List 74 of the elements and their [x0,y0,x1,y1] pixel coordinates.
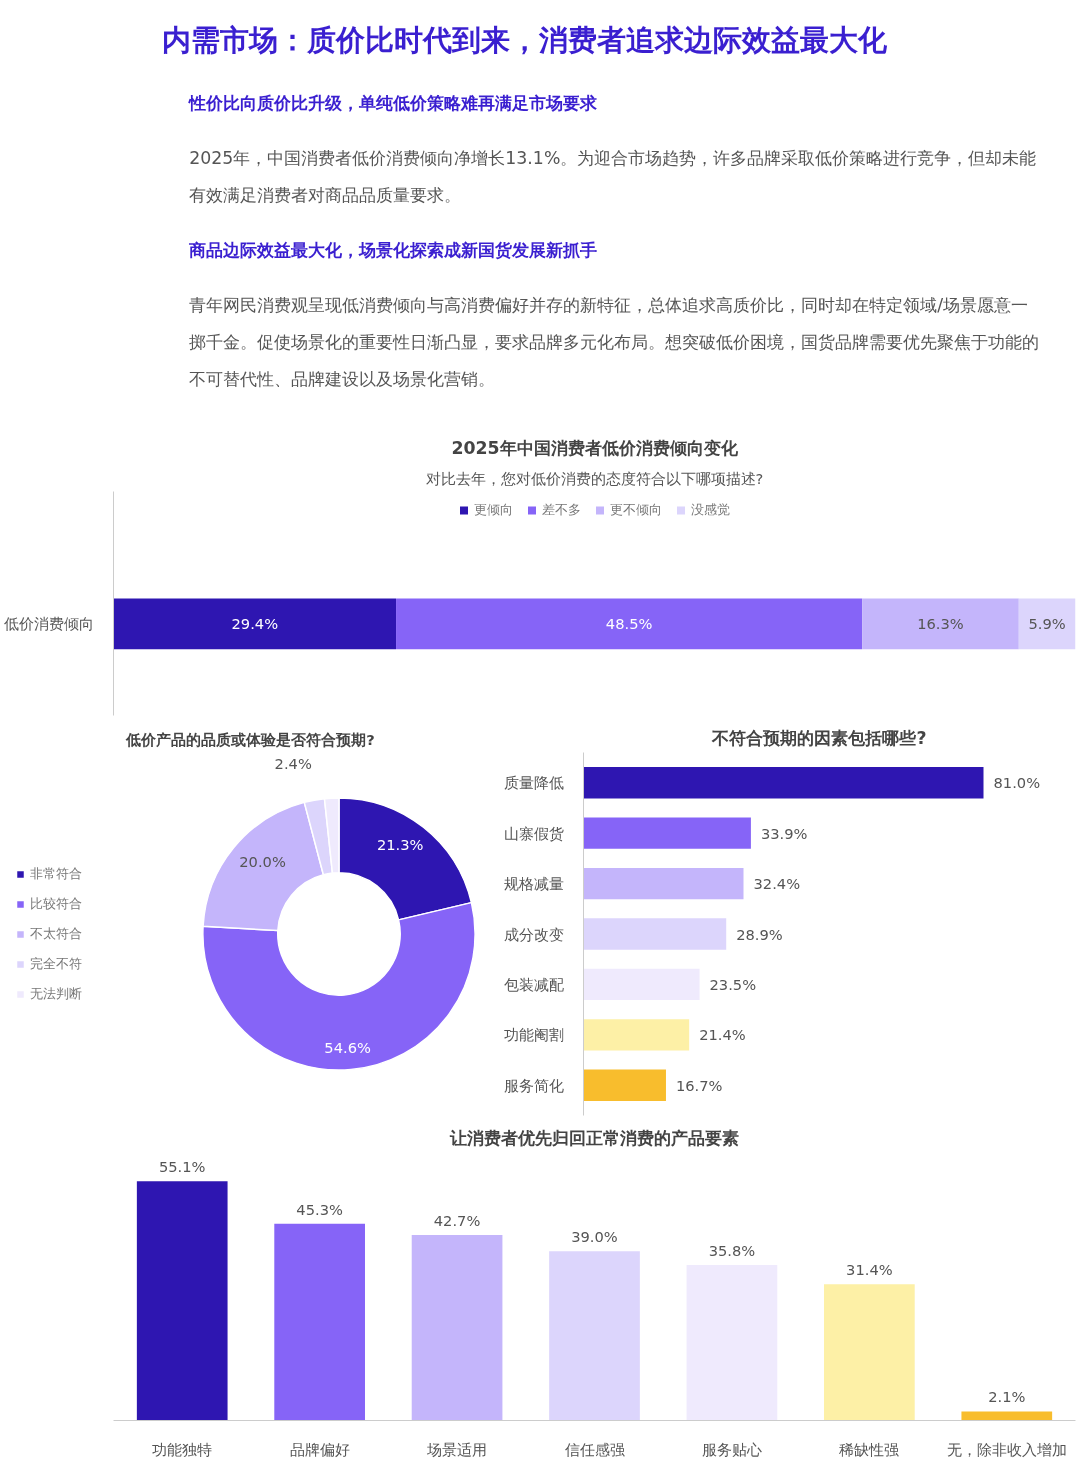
x-tick-label: 信任感强 [564,1440,625,1458]
data-label: 54.6% [324,1039,371,1057]
y-tick-label: 山寨假货 [503,824,564,842]
bar [274,1223,365,1421]
x-tick-label: 场景适用 [426,1440,488,1458]
bar [396,598,863,650]
data-label: 28.9% [736,925,783,943]
bar [583,918,727,950]
y-tick-label: 功能阉割 [503,1026,564,1044]
bar [113,598,397,650]
data-label: 33.9% [760,824,808,842]
legend-label: 非常符合 [30,864,82,883]
bar [583,1069,666,1101]
legend-label: 更倾向 [473,501,513,519]
bar [583,817,751,849]
data-label: 35.8% [708,1242,756,1260]
chart-title: 2025年中国消费者低价消费倾向变化 [451,437,739,458]
x-tick-label: 无，除非收入增加 [946,1440,1067,1458]
data-label: 16.3% [917,615,964,633]
bar [862,598,1019,650]
legend-label: 无法判断 [30,984,82,1003]
legend-label: 没感觉 [690,501,730,519]
data-label: 39.0% [571,1228,618,1246]
bar [583,1019,690,1051]
y-tick-label: 规格减量 [503,875,564,893]
y-tick-label: 包装减配 [503,975,564,993]
data-label: 2.1% [988,1388,1026,1406]
bar [686,1265,778,1421]
bar [583,867,744,900]
data-label: 21.3% [376,835,424,853]
data-label: 42.7% [433,1212,481,1230]
data-label: 81.0% [993,774,1041,792]
data-label: 5.9% [1028,615,1066,633]
text: 青年网民消费观呈现低消费倾向与高消费偏好并存的新特征，总体追求高质价比，同时却在特定领域/场景愿意一掷千金。促使场景化的重要性日渐凸显，要求品牌多元化布局。想突破低价困境，国货品牌需要优先聚焦于功能的不可替代性、品牌建设以及场景化营销。 [189,294,1040,389]
text: 2025年，中国消费者低价消费倾向净增长13.1%。为迎合市场趋势，许多品牌采取低价策略进行竞争，但却未能有效满足消费者对商品品质量要求。 [189,148,1037,206]
chart-subtitle: 对比去年，您对低价消费的态度符合以下哪项描述? [425,469,764,487]
bar [136,1181,228,1421]
bar [411,1235,503,1421]
text: 内需市场：质价比时代到来，消费者追求边际效益最大化 [162,23,889,58]
chart-title: 低价产品的品质或体验是否符合预期? [125,730,375,748]
data-label: 29.4% [231,615,279,633]
legend-label: 不太符合 [30,924,82,943]
data-label: 16.7% [675,1076,723,1094]
bar [824,1284,915,1421]
bar [583,767,984,799]
x-tick-label: 服务贴心 [701,1440,762,1458]
legend-label: 比较符合 [30,894,82,913]
y-tick-label: 成分改变 [503,925,564,943]
data-label: 2.4% [274,754,312,772]
bar [583,968,700,1001]
bar [1018,598,1076,650]
y-tick-label: 服务简化 [503,1076,564,1094]
bar [961,1411,1053,1421]
data-label: 21.4% [699,1026,746,1044]
data-label: 23.5% [709,975,757,993]
y-tick-label: 低价消费倾向 [3,615,94,633]
data-label: 32.4% [753,875,801,893]
data-label: 20.0% [239,853,286,871]
data-label: 31.4% [846,1261,893,1279]
legend-label: 更不倾向 [609,501,662,519]
legend-label: 完全不符 [30,954,82,973]
data-label: 55.1% [158,1158,206,1176]
chart-title: 不符合预期的因素包括哪些? [711,727,927,748]
x-tick-label: 品牌偏好 [289,1440,350,1458]
data-label: 48.5% [605,615,653,633]
data-label: 45.3% [296,1200,343,1218]
text: 性价比向质价比升级，单纯低价策略难再满足市场要求 [188,93,599,114]
bar [549,1251,640,1421]
text: 商品边际效益最大化，场景化探索成新国货发展新抓手 [188,239,598,260]
y-tick-label: 质量降低 [503,774,564,792]
x-tick-label: 稀缺性强 [839,1440,900,1458]
x-tick-label: 功能独特 [152,1440,213,1458]
legend-label: 差不多 [541,501,581,519]
chart-title: 让消费者优先归回正常消费的产品要素 [449,1127,739,1148]
